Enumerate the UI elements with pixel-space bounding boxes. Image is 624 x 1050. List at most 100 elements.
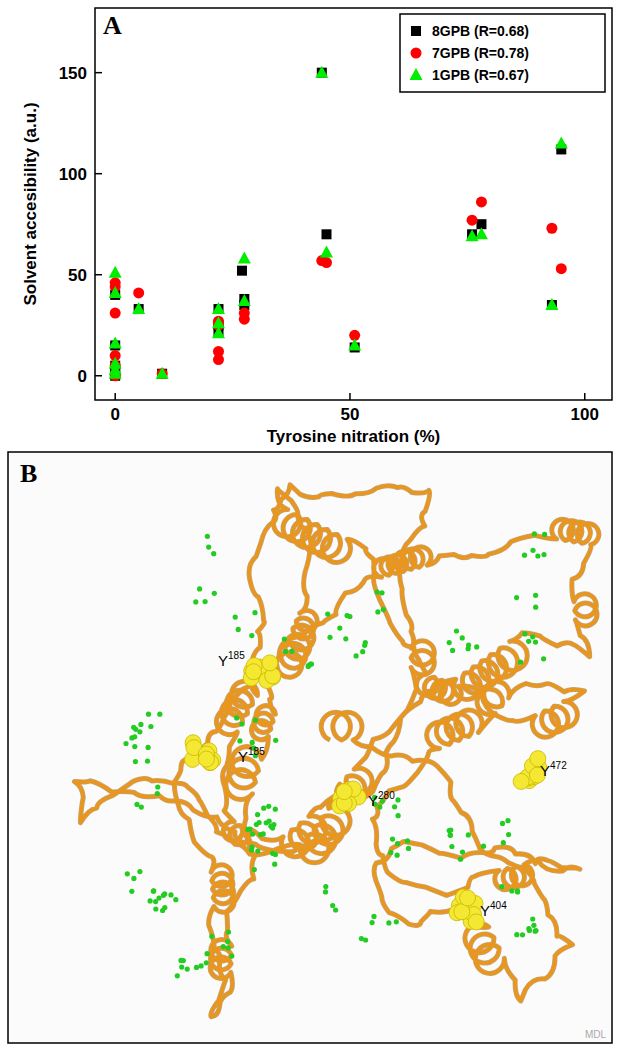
side-chain-atom bbox=[325, 612, 330, 617]
side-chain-atom bbox=[533, 928, 538, 933]
x-tick-label: 50 bbox=[341, 405, 360, 424]
point bbox=[321, 229, 331, 239]
side-chain-atom bbox=[499, 884, 504, 889]
sphere-atom bbox=[262, 655, 278, 671]
side-chain-atom bbox=[514, 932, 519, 937]
side-chain-atom bbox=[406, 846, 411, 851]
x-tick bbox=[114, 393, 116, 400]
residue-letter: Y bbox=[368, 792, 378, 809]
ribbon-shadow bbox=[74, 485, 598, 1017]
side-chain-atom bbox=[132, 734, 137, 739]
side-chain-atom bbox=[370, 920, 375, 925]
side-chain-atom bbox=[137, 869, 142, 874]
side-chain-atom bbox=[249, 848, 254, 853]
residue-letter: Y bbox=[238, 748, 248, 765]
side-chain-atom bbox=[145, 759, 150, 764]
y-axis-title: Solvent accesibility (a.u.) bbox=[21, 102, 40, 305]
side-chain-atom bbox=[226, 945, 231, 950]
side-chain-atom bbox=[501, 840, 506, 845]
side-chain-atom bbox=[185, 967, 190, 972]
side-chain-atom bbox=[289, 649, 294, 654]
side-chain-atom bbox=[151, 888, 156, 893]
side-chain-atom bbox=[155, 791, 160, 796]
point bbox=[212, 326, 225, 338]
side-chain-atom bbox=[460, 850, 465, 855]
side-chain-atom bbox=[175, 973, 180, 978]
residue-number: 472 bbox=[550, 760, 567, 771]
side-chain-atom bbox=[395, 797, 400, 802]
side-chain-atom bbox=[162, 891, 167, 896]
side-chain-atom bbox=[392, 804, 397, 809]
residue-number: 185 bbox=[228, 650, 245, 661]
residue-label: Y185 bbox=[238, 746, 265, 765]
side-chain-atom bbox=[125, 871, 130, 876]
side-chain-atom bbox=[542, 532, 547, 537]
side-chain-atom bbox=[153, 906, 158, 911]
side-chain-atom bbox=[268, 824, 273, 829]
side-chain-atom bbox=[211, 551, 216, 556]
point bbox=[315, 66, 328, 78]
y-tick-label: 0 bbox=[78, 367, 87, 386]
side-chain-atom bbox=[205, 534, 210, 539]
y-tick-label: 50 bbox=[68, 266, 87, 285]
side-chain-atom bbox=[306, 664, 311, 669]
side-chain-atom bbox=[363, 640, 368, 645]
side-chain-atom bbox=[236, 627, 241, 632]
side-chain-atom bbox=[123, 741, 128, 746]
side-chain-atom bbox=[449, 844, 454, 849]
point bbox=[545, 298, 558, 310]
figure: 050100050100150Tyrosine nitration (%)Sol… bbox=[0, 0, 624, 1050]
side-chain-atom bbox=[354, 653, 359, 658]
side-chain-atom bbox=[509, 888, 514, 893]
side-chain-atom bbox=[448, 828, 453, 833]
side-chain-atom bbox=[345, 613, 350, 618]
side-chain-atom bbox=[533, 605, 538, 610]
side-chain-atom bbox=[360, 649, 365, 654]
side-chain-atom bbox=[131, 876, 136, 881]
side-chain-atom bbox=[515, 889, 520, 894]
ribbon bbox=[74, 485, 598, 1017]
watermark: MDL bbox=[585, 1029, 607, 1040]
point bbox=[213, 354, 224, 365]
side-chain-atom bbox=[454, 628, 459, 633]
side-chain-atom bbox=[395, 853, 400, 858]
side-chain-atom bbox=[229, 954, 234, 959]
side-chain-atom bbox=[386, 920, 391, 925]
side-chain-atom bbox=[541, 656, 546, 661]
sphere-atom bbox=[245, 664, 261, 680]
point bbox=[109, 336, 122, 348]
sphere-atom bbox=[513, 773, 529, 789]
residue-letter: Y bbox=[480, 902, 490, 919]
side-chain-atom bbox=[327, 635, 332, 640]
side-chain-atom bbox=[541, 552, 546, 557]
side-chain-atom bbox=[533, 593, 538, 598]
point bbox=[466, 229, 479, 241]
side-chain-atom bbox=[526, 926, 531, 931]
side-chain-atom bbox=[129, 889, 134, 894]
side-chain-atom bbox=[133, 759, 138, 764]
side-chain-atom bbox=[381, 607, 386, 612]
y-tick bbox=[95, 72, 102, 74]
point bbox=[476, 196, 487, 207]
side-chain-atom bbox=[233, 615, 238, 620]
point bbox=[321, 257, 332, 268]
side-chain-atom bbox=[283, 649, 288, 654]
side-chain-atom bbox=[209, 934, 214, 939]
side-chain-atom bbox=[148, 724, 153, 729]
side-chain-atom bbox=[252, 867, 257, 872]
side-chain-atom bbox=[395, 841, 400, 846]
side-chain-atom bbox=[212, 591, 217, 596]
side-chain-atom bbox=[500, 821, 505, 826]
side-chain-atom bbox=[255, 848, 260, 853]
side-chain-atom bbox=[173, 897, 178, 902]
side-chain-atom bbox=[181, 958, 186, 963]
panel-b-frame bbox=[8, 452, 612, 1043]
side-chain-atom bbox=[139, 805, 144, 810]
residue-letter: Y bbox=[218, 652, 228, 669]
side-chain-atom bbox=[162, 905, 167, 910]
legend-label: 8GPB (R=0.68) bbox=[432, 23, 529, 39]
x-tick-label: 100 bbox=[571, 405, 599, 424]
side-chain-atom bbox=[226, 929, 231, 934]
side-chain-atom bbox=[146, 745, 151, 750]
point bbox=[109, 367, 122, 379]
